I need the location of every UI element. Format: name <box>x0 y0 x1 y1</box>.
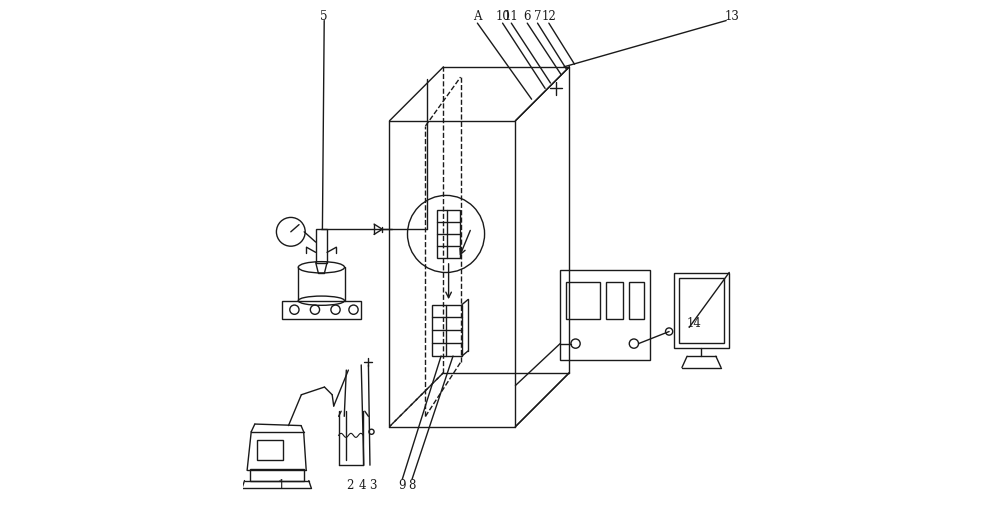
Text: 3: 3 <box>369 479 376 492</box>
Bar <box>629 282 644 319</box>
Text: 5: 5 <box>320 10 328 23</box>
Bar <box>566 282 600 319</box>
Text: 14: 14 <box>687 317 702 331</box>
Text: 11: 11 <box>504 10 519 23</box>
Bar <box>282 301 361 319</box>
Bar <box>560 270 650 360</box>
Text: A: A <box>473 10 482 23</box>
Bar <box>674 273 729 348</box>
Text: 12: 12 <box>541 10 556 23</box>
Text: 1: 1 <box>278 479 285 492</box>
Bar <box>432 305 462 356</box>
Bar <box>250 469 304 481</box>
Bar <box>316 229 327 263</box>
Text: 8: 8 <box>408 479 416 492</box>
Text: 7: 7 <box>534 10 541 23</box>
Text: 6: 6 <box>523 10 531 23</box>
Bar <box>606 282 623 319</box>
Bar <box>437 210 460 259</box>
Text: 9: 9 <box>399 479 406 492</box>
Text: 4: 4 <box>358 479 366 492</box>
Bar <box>257 440 283 460</box>
Text: 13: 13 <box>725 10 740 23</box>
Text: 10: 10 <box>495 10 510 23</box>
Text: 2: 2 <box>346 479 354 492</box>
Bar <box>679 278 724 343</box>
